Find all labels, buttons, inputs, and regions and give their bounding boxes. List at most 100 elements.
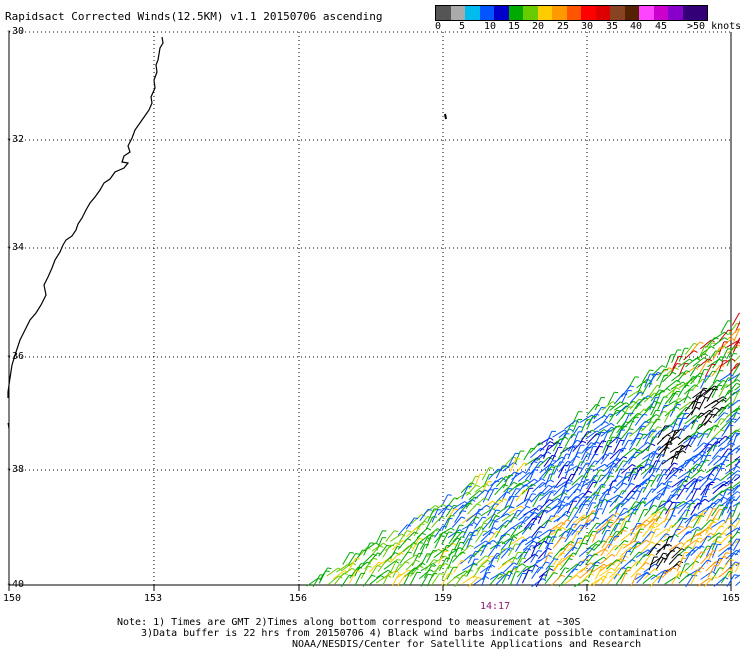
wind-barb xyxy=(452,504,464,516)
wind-barb xyxy=(648,418,658,432)
wind-barb-tick xyxy=(704,353,709,357)
wind-barb xyxy=(564,434,573,447)
wind-barb-tick xyxy=(373,557,378,560)
wind-barb xyxy=(692,357,705,367)
wind-barb-tick xyxy=(666,388,671,392)
wind-barb xyxy=(473,575,486,585)
legend-swatch xyxy=(537,6,552,20)
wind-barb-tick xyxy=(707,559,712,562)
wind-barb-tick xyxy=(549,441,554,444)
wind-barb-tick xyxy=(623,456,628,459)
wind-barb-tick xyxy=(566,453,571,455)
wind-barb xyxy=(447,537,458,549)
wind-barb xyxy=(559,558,570,571)
wind-barb xyxy=(700,447,708,461)
wind-barb-tick xyxy=(574,516,579,519)
wind-barb xyxy=(614,447,623,461)
wind-barb-tick xyxy=(639,391,644,395)
wind-barb-tick xyxy=(737,470,740,473)
wind-barb-tick xyxy=(554,558,559,561)
wind-barb xyxy=(712,347,721,361)
wind-barb-tick xyxy=(622,447,627,450)
wind-barb-tick xyxy=(736,363,740,365)
wind-barb xyxy=(445,505,455,518)
wind-barb xyxy=(651,482,663,493)
wind-barb xyxy=(621,464,633,474)
wind-barb xyxy=(727,517,738,529)
wind-barb xyxy=(641,531,652,543)
wind-barb xyxy=(460,554,472,565)
legend-label: 40 xyxy=(630,21,643,32)
wind-barb-tick xyxy=(719,504,724,507)
wind-barb xyxy=(697,358,709,368)
wind-barb-tick xyxy=(539,566,544,569)
wind-barb xyxy=(634,497,644,510)
wind-barb-tick xyxy=(592,510,597,512)
wind-barb-tick xyxy=(564,489,570,492)
wind-barb-tick xyxy=(387,574,392,578)
wind-barb xyxy=(490,477,503,487)
wind-barb xyxy=(473,540,487,549)
wind-barb xyxy=(550,456,562,467)
wind-barb-tick xyxy=(609,475,615,478)
wind-barb xyxy=(669,465,682,475)
wind-barb xyxy=(677,358,690,368)
wind-barb xyxy=(727,485,739,495)
wind-barb xyxy=(734,428,740,433)
wind-barb xyxy=(553,552,562,566)
wind-barb xyxy=(608,410,617,423)
wind-barb xyxy=(721,502,728,516)
wind-barb-tick xyxy=(439,564,444,567)
wind-barb-tick xyxy=(569,479,573,483)
wind-barb-tick xyxy=(672,567,677,570)
wind-barb xyxy=(612,555,625,565)
wind-barb-tick xyxy=(699,515,705,517)
wind-barb-tick xyxy=(582,496,587,499)
wind-barb xyxy=(552,446,559,461)
wind-barb xyxy=(383,570,397,579)
wind-barb-tick xyxy=(627,566,632,569)
wind-barb xyxy=(711,399,724,409)
wind-barb xyxy=(698,397,706,411)
wind-barb xyxy=(671,349,678,363)
wind-barb xyxy=(703,414,714,426)
wind-barb-tick xyxy=(442,503,447,507)
wind-barb-tick xyxy=(712,502,717,505)
wind-barb-tick xyxy=(682,484,687,488)
wind-barb xyxy=(664,502,674,515)
wind-barb xyxy=(557,502,568,514)
wind-barb xyxy=(629,542,638,556)
legend-labels: 0 5 10 15 20 25 30 35 40 45 >50 knots xyxy=(435,21,740,33)
wind-barb-tick xyxy=(724,480,729,485)
wind-barb xyxy=(717,405,728,417)
wind-barb-tick xyxy=(407,538,412,541)
wind-barb xyxy=(341,574,350,588)
wind-barb xyxy=(591,529,599,543)
wind-barb-tick xyxy=(700,566,705,570)
wind-barb-tick xyxy=(670,494,675,497)
wind-barb xyxy=(712,331,725,341)
wind-barb xyxy=(731,388,740,396)
wind-barb-tick xyxy=(564,567,569,570)
wind-barb xyxy=(509,571,516,586)
wind-barb xyxy=(734,455,740,461)
wind-barb-tick xyxy=(616,559,621,562)
wind-barb xyxy=(482,489,490,503)
wind-barb xyxy=(581,442,592,454)
wind-barb xyxy=(649,528,657,542)
wind-barb-tick xyxy=(486,504,491,508)
wind-barb xyxy=(578,462,587,476)
wind-barb xyxy=(712,337,725,347)
wind-barb-tick xyxy=(576,488,581,491)
wind-barb xyxy=(580,419,588,433)
wind-barb xyxy=(685,526,699,535)
wind-barb xyxy=(518,516,527,530)
wind-barb-tick xyxy=(631,531,636,535)
lon-label-159: 159 xyxy=(434,593,453,604)
wind-barb-tick xyxy=(631,490,636,493)
wind-barb xyxy=(690,488,698,502)
wind-barb-tick xyxy=(738,399,740,402)
wind-barb xyxy=(536,554,549,564)
wind-barb xyxy=(622,400,634,411)
wind-barb xyxy=(579,569,591,579)
